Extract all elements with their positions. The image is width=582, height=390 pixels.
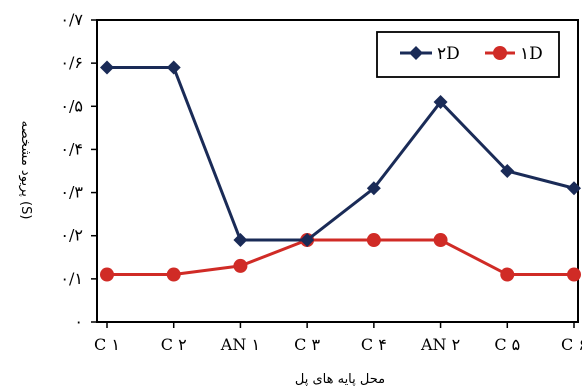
data-point-1d [366, 233, 381, 248]
data-point-2d [233, 233, 248, 248]
y-axis-title: پریود مشخصه (S) [18, 121, 33, 220]
x-tick-label: C ۱ [94, 335, 120, 354]
legend-marker-2d [409, 46, 423, 60]
x-tick-label: AN ۱ [220, 335, 260, 354]
legend-label-2d: ۲D [437, 44, 460, 64]
data-point-1d [166, 267, 181, 282]
x-tick-label: C ۵ [494, 335, 520, 354]
legend-marker-1d [493, 46, 507, 60]
y-tick-label: ۰ [74, 312, 83, 331]
data-point-2d [433, 94, 448, 109]
legend-label-1d: ۱D [520, 44, 543, 64]
y-tick-label: ۰/۳ [60, 183, 83, 202]
plot-layer: ۰ ۰/۱ ۰/۲ ۰/۳ ۰/۴ ۰/۵ ۰/۶ ۰/۷ C ۱ C ۲ AN ۱ C ۳ C ۴ AN… [60, 10, 582, 354]
x-axis-title: محل پایه های پل [295, 372, 385, 387]
y-tick-label: ۰/۷ [60, 10, 83, 29]
x-tick-label: C ۶ [561, 335, 582, 354]
data-point-2d [100, 60, 114, 75]
data-point-2d [166, 60, 181, 75]
data-point-1d [500, 267, 515, 282]
y-tick-label: ۰/۶ [60, 53, 83, 72]
data-point-2d [366, 181, 381, 196]
legend: ۲D ۱D [376, 31, 560, 78]
series-line-2d [107, 65, 575, 242]
data-point-1d [100, 267, 114, 282]
data-point-2d [300, 233, 315, 248]
y-tick-label: ۰/۲ [60, 226, 83, 245]
x-tick-label: AN ۲ [420, 335, 460, 354]
data-point-1d [567, 267, 581, 282]
x-tick-label: C ۳ [294, 335, 320, 354]
y-tick-label: ۰/۴ [60, 139, 83, 158]
data-point-1d [233, 258, 248, 273]
x-tick-label: C ۴ [361, 335, 387, 354]
y-tick-label: ۰/۱ [60, 269, 83, 288]
data-point-1d [433, 233, 448, 248]
plot-frame [96, 19, 579, 323]
data-point-2d [500, 164, 515, 178]
x-tick-label: C ۲ [161, 335, 187, 354]
series-line-1d [107, 238, 574, 277]
data-point-2d [567, 181, 581, 196]
y-tick-label: ۰/۵ [60, 96, 83, 115]
